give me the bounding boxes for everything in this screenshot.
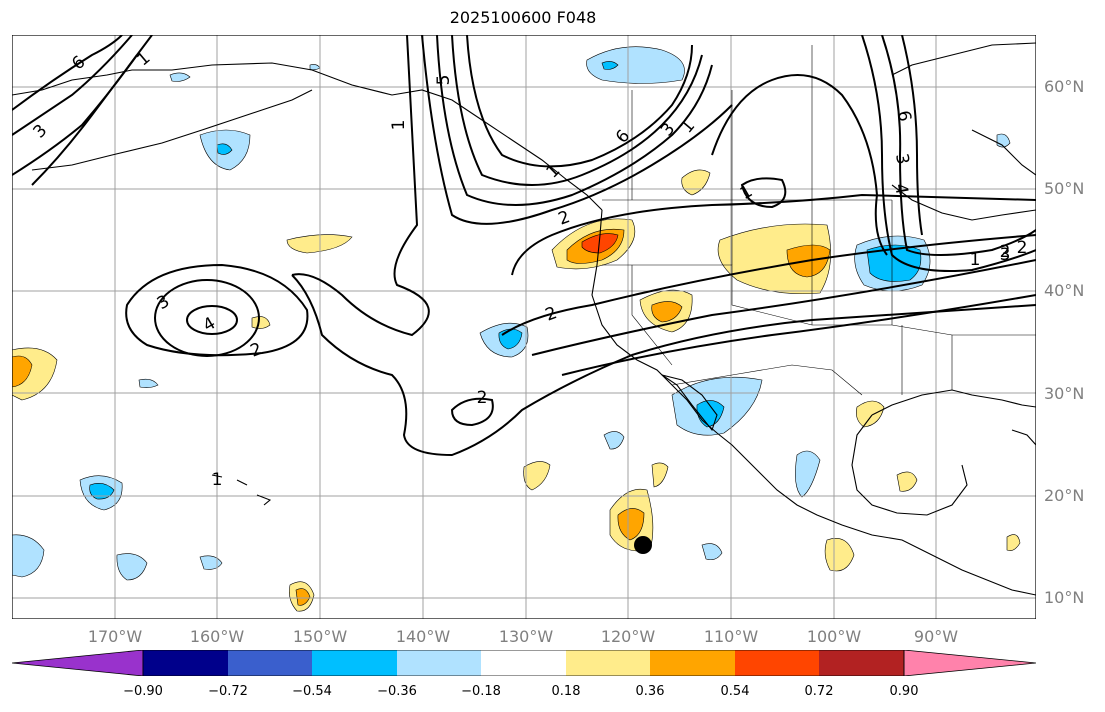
lon-label-120w: 120°W — [600, 627, 656, 646]
colorbar-tick: −0.18 — [461, 684, 501, 699]
colorbar-segment — [735, 650, 819, 676]
lon-label-130w: 130°W — [498, 627, 554, 646]
lat-label-50n: 50°N — [1044, 179, 1085, 198]
map-title: 2025100600 F048 — [449, 8, 597, 27]
colorbar-segment — [481, 650, 566, 676]
colorbar-segment — [397, 650, 481, 676]
coastlines — [12, 42, 1036, 596]
contour-label: 2 — [1000, 242, 1011, 262]
lon-label-170w: 170°W — [87, 627, 143, 646]
contour-label: 2 — [477, 388, 488, 408]
lat-label-10n: 10°N — [1044, 588, 1085, 607]
lon-label-160w: 160°W — [189, 627, 245, 646]
height-contours — [12, 35, 1036, 457]
contour-label: 3 — [1000, 245, 1011, 265]
colorbar-segment — [143, 650, 228, 676]
lon-label-150w: 150°W — [292, 627, 348, 646]
colorbar-tick: −0.90 — [123, 684, 163, 699]
colorbar-segment — [228, 650, 312, 676]
anomaly-shading — [12, 46, 1021, 612]
map-plot: 6 1 3 1 5 1 6 3 1 1 6 3 4 1 3 2 2 3 2 2 … — [12, 35, 1036, 619]
colorbar-over-arrow — [903, 650, 1036, 676]
lon-label-90w: 90°W — [913, 627, 959, 646]
contour-label: 1 — [212, 470, 223, 490]
colorbar-tick: −0.36 — [377, 684, 417, 699]
lat-label-40n: 40°N — [1044, 281, 1085, 300]
colorbar-tick: 0.36 — [635, 684, 665, 699]
colorbar-segment — [566, 650, 650, 676]
lat-label-20n: 20°N — [1044, 486, 1085, 505]
storm-position-dot — [634, 536, 652, 554]
colorbar — [12, 650, 1036, 676]
colorbar-tick: 0.54 — [720, 684, 750, 699]
colorbar-segment — [819, 650, 904, 676]
contour-label: 6 — [893, 109, 915, 123]
contour-label: 2 — [1017, 238, 1028, 258]
colorbar-segment — [312, 650, 397, 676]
colorbar-tick: 0.90 — [889, 684, 919, 699]
lon-label-110w: 110°W — [703, 627, 759, 646]
political-borders — [602, 45, 1036, 396]
lon-label-140w: 140°W — [395, 627, 451, 646]
colorbar-tick: −0.72 — [208, 684, 248, 699]
contour-label: 3 — [891, 152, 913, 166]
colorbar-tick: 0.72 — [804, 684, 834, 699]
colorbar-tick: 0.18 — [551, 684, 581, 699]
lon-label-100w: 100°W — [806, 627, 862, 646]
colorbar-tick: −0.54 — [292, 684, 332, 699]
colorbar-segment — [650, 650, 735, 676]
contour-label: 5 — [434, 75, 454, 86]
contour-label: 4 — [890, 182, 912, 196]
colorbar-under-arrow — [12, 650, 144, 676]
lat-label-30n: 30°N — [1044, 384, 1085, 403]
contour-label: 1 — [389, 120, 409, 131]
lat-label-60n: 60°N — [1044, 77, 1085, 96]
contour-label: 1 — [970, 250, 981, 270]
